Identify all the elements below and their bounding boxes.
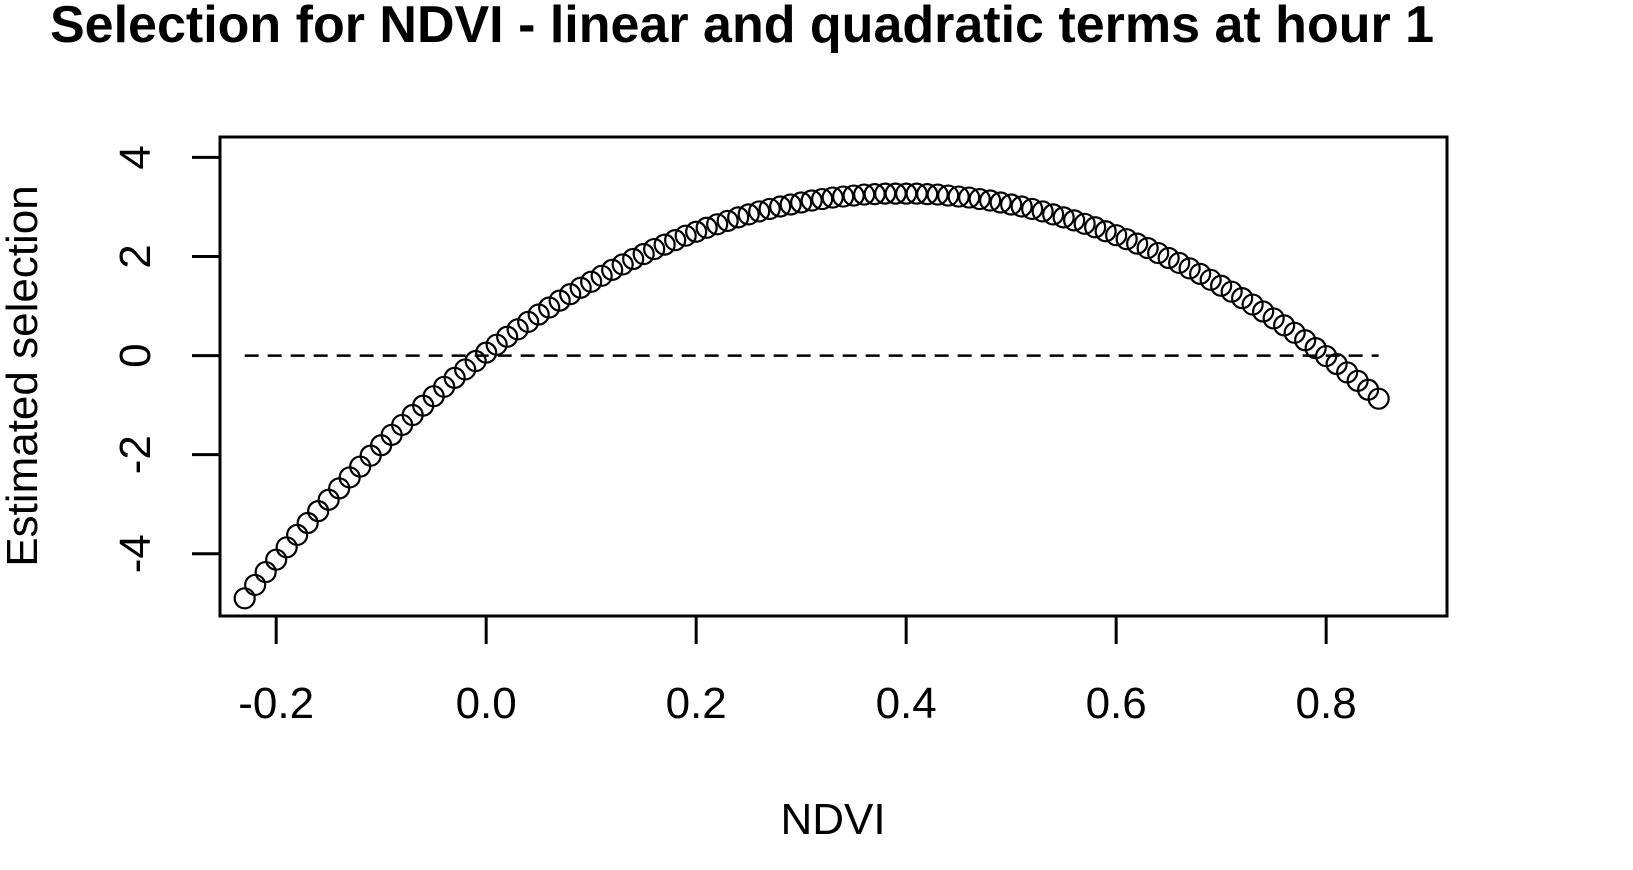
data-point [296,511,319,535]
data-point [338,466,361,489]
data-point [685,220,708,243]
data-point [727,206,750,229]
data-point [947,185,970,208]
data-point [989,191,1012,214]
data-point [286,523,309,547]
y-tick-label: -4 [111,534,160,573]
x-tick-label: 0.0 [456,679,517,728]
data-point [706,213,729,236]
data-point [695,216,718,239]
data-point [769,195,792,218]
data-point [821,186,844,209]
data-point [580,270,603,293]
plot-frame [218,135,1449,618]
data-point [1189,262,1212,285]
data-point [1063,209,1086,232]
data-point [958,186,981,209]
data-point [1084,216,1107,239]
data-point [601,258,624,281]
data-point [1157,246,1180,270]
x-tick-label: -0.2 [238,679,314,728]
data-points [233,182,1390,610]
data-point [653,233,676,256]
y-tick-label: 4 [111,145,160,169]
y-axis: -4 -2 0 2 4 [111,145,222,573]
data-point [926,183,949,206]
x-tick-label: 0.2 [666,679,727,728]
data-point [1031,200,1054,223]
data-point [779,193,802,216]
data-point [254,560,277,584]
data-point [1073,212,1096,235]
y-tick-label: -2 [111,435,160,474]
data-point [233,587,256,610]
data-point [1136,236,1159,260]
data-point [611,253,634,276]
x-tick-label: 0.6 [1086,679,1147,728]
data-point [968,187,991,211]
data-point [1010,195,1033,218]
data-point [748,200,771,223]
data-point [664,229,687,252]
y-tick-label: 0 [111,343,160,367]
data-point [737,203,760,226]
data-point [1178,257,1201,280]
data-point [1210,274,1233,297]
data-point [716,209,739,232]
chart-title: Selection for NDVI - linear and quadrati… [50,0,1434,54]
data-point [674,224,697,247]
data-point [590,264,613,287]
data-point [1000,193,1023,216]
x-tick-label: 0.8 [1296,679,1357,728]
data-point [1367,387,1390,410]
data-point [622,247,645,271]
y-axis-label: Estimated selection [0,185,47,567]
x-axis: -0.2 0.0 0.2 0.4 0.6 0.8 [238,614,1357,728]
data-point [244,573,267,597]
data-point [1042,203,1065,226]
data-point [632,242,655,266]
x-tick-label: 0.4 [876,679,937,728]
data-point [937,184,960,207]
data-point [265,548,288,571]
data-point [1199,268,1222,291]
data-point [317,488,340,511]
data-point [1052,206,1075,229]
data-point [349,455,372,478]
data-point [569,276,592,299]
data-point [1115,228,1138,251]
data-point [811,187,834,211]
y-tick-label: 2 [111,244,160,268]
data-point [1094,220,1117,243]
data-point [758,197,781,221]
data-point [1126,232,1149,255]
data-point [328,477,351,500]
data-point [1168,251,1191,275]
data-point [275,536,298,559]
data-point [307,500,330,523]
data-point [800,189,823,212]
data-point [1021,197,1044,221]
data-point [1147,241,1170,265]
data-point [1105,224,1128,247]
data-point [832,185,855,208]
x-axis-label: NDVI [780,795,885,844]
data-point [643,237,666,261]
data-point [790,191,813,214]
data-point [979,189,1002,212]
